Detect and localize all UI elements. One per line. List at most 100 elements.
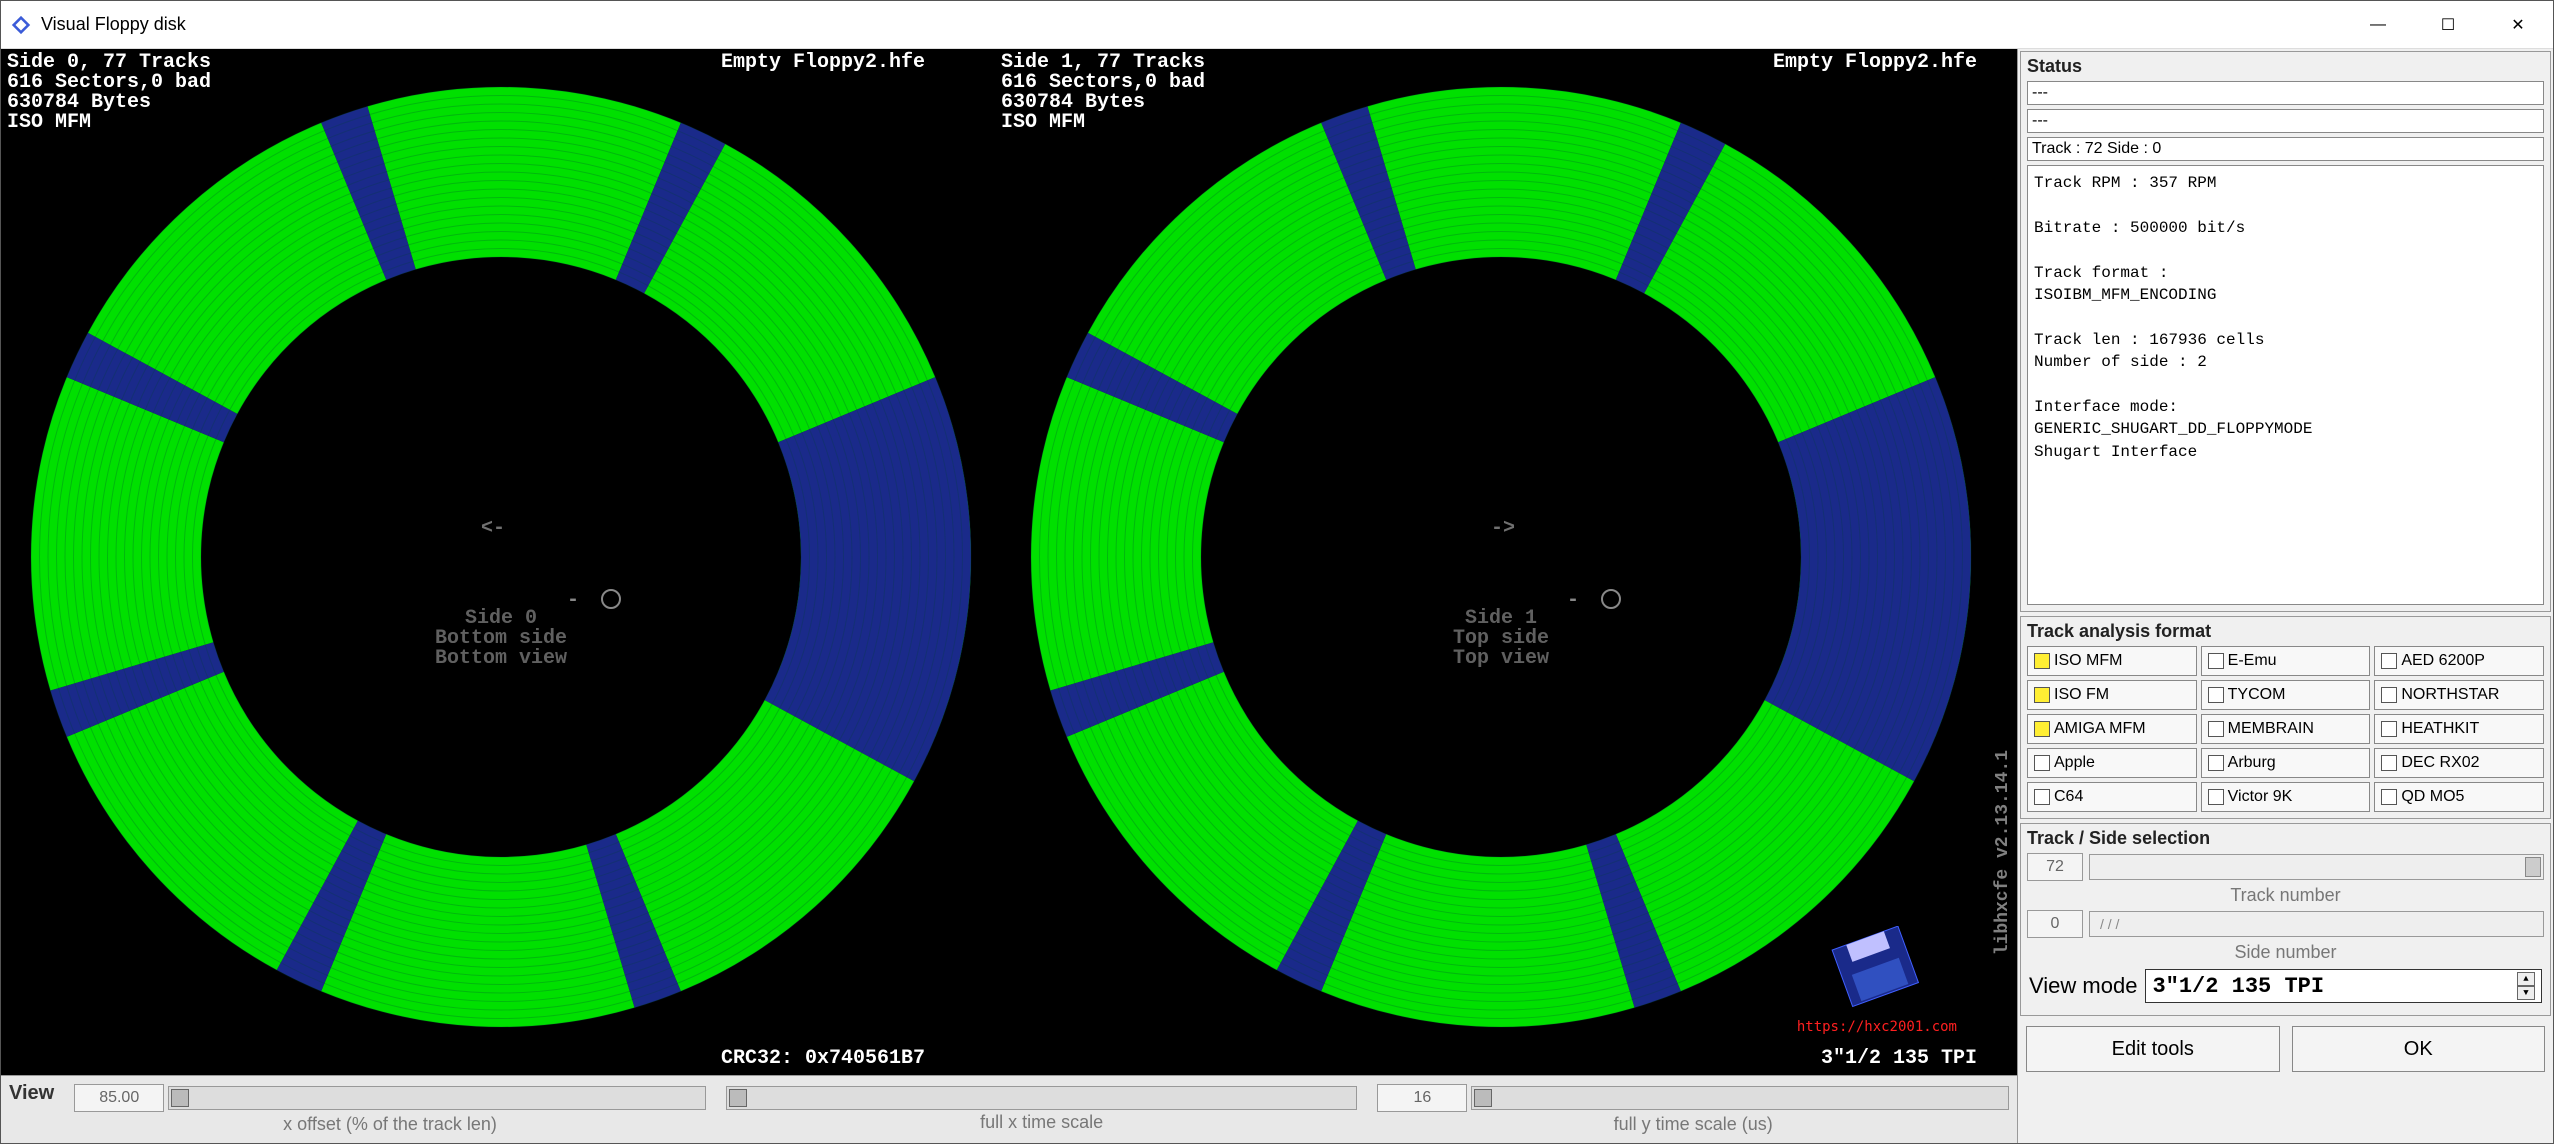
xoffset-caption: x offset (% of the track len)	[283, 1114, 497, 1135]
minimize-button[interactable]: —	[2343, 1, 2413, 49]
format-toggle-arburg[interactable]: Arburg	[2201, 748, 2371, 778]
status-track-side: Track : 72 Side : 0	[2027, 137, 2544, 161]
view-bar: View 85.00 x offset (% of the track len)…	[1, 1075, 2017, 1143]
format-label: C64	[2054, 788, 2083, 806]
track-side-title: Track / Side selection	[2027, 828, 2544, 849]
format-label: TYCOM	[2228, 686, 2286, 704]
format-label: Apple	[2054, 754, 2095, 772]
format-toggle-tycom[interactable]: TYCOM	[2201, 680, 2371, 710]
checkbox-icon	[2034, 789, 2050, 805]
format-toggle-aed-6200p[interactable]: AED 6200P	[2374, 646, 2544, 676]
format-toggle-northstar[interactable]: NORTHSTAR	[2374, 680, 2544, 710]
format-title: Track analysis format	[2027, 621, 2544, 642]
view-mode-spinner[interactable]: ▲▼	[2517, 972, 2535, 1000]
side-number-slider[interactable]: / / /	[2089, 911, 2544, 937]
status-line1: ---	[2027, 81, 2544, 105]
view-label: View	[9, 1080, 54, 1105]
checkbox-icon	[2034, 721, 2050, 737]
checkbox-icon	[2034, 687, 2050, 703]
button-row: Edit tools OK	[2018, 1018, 2553, 1080]
xscale-slider[interactable]	[726, 1086, 1358, 1110]
format-toggle-c64[interactable]: C64	[2027, 782, 2197, 812]
format-toggle-iso-mfm[interactable]: ISO MFM	[2027, 646, 2197, 676]
format-toggle-membrain[interactable]: MEMBRAIN	[2201, 714, 2371, 744]
view-mode-select[interactable]: 3"1/2 135 TPI ▲▼	[2145, 969, 2542, 1003]
side0-index-hole	[601, 589, 621, 609]
window-controls: — ☐ ✕	[2343, 1, 2553, 49]
side1-arrow: ->	[1491, 519, 1515, 539]
format-label: AED 6200P	[2401, 652, 2485, 670]
format-label: AMIGA MFM	[2054, 720, 2146, 738]
side0-arrow: <-	[481, 519, 505, 539]
titlebar: Visual Floppy disk — ☐ ✕	[1, 1, 2553, 49]
status-group: Status --- --- Track : 72 Side : 0 Track…	[2020, 51, 2551, 612]
media-label: 3"1/2 135 TPI	[1821, 1049, 1977, 1069]
view-mode-label: View mode	[2029, 973, 2137, 999]
viz-column: Side 0, 77 Tracks 616 Sectors,0 bad 6307…	[1, 49, 2017, 1143]
format-label: HEATHKIT	[2401, 720, 2479, 738]
checkbox-icon	[2381, 721, 2397, 737]
format-label: NORTHSTAR	[2401, 686, 2499, 704]
format-toggle-e-emu[interactable]: E-Emu	[2201, 646, 2371, 676]
side-panel: Status --- --- Track : 72 Side : 0 Track…	[2017, 49, 2553, 1143]
format-group: Track analysis format ISO MFM E-Emu AED 62…	[2020, 616, 2551, 819]
track-side-group: Track / Side selection 72 Track number 0…	[2020, 823, 2551, 1016]
maximize-button[interactable]: ☐	[2413, 1, 2483, 49]
checkbox-icon	[2208, 687, 2224, 703]
hxc-logo: https://hxc2001.com	[1797, 926, 1957, 1035]
format-toggle-apple[interactable]: Apple	[2027, 748, 2197, 778]
xoffset-group: 85.00 x offset (% of the track len)	[74, 1084, 706, 1135]
format-label: Victor 9K	[2228, 788, 2293, 806]
app-window: Visual Floppy disk — ☐ ✕ Side 0, 77 Trac…	[0, 0, 2554, 1144]
side1-center-label: Side 1 Top side Top view	[1453, 609, 1549, 669]
checkbox-icon	[2208, 789, 2224, 805]
format-label: ISO MFM	[2054, 652, 2122, 670]
checkbox-icon	[2208, 755, 2224, 771]
format-label: E-Emu	[2228, 652, 2277, 670]
close-button[interactable]: ✕	[2483, 1, 2553, 49]
format-toggle-qd-mo5[interactable]: QD MO5	[2374, 782, 2544, 812]
disk-side0	[11, 67, 991, 1047]
xoffset-slider[interactable]	[168, 1086, 706, 1110]
format-label: QD MO5	[2401, 788, 2464, 806]
side0-center-label: Side 0 Bottom side Bottom view	[435, 609, 567, 669]
track-number-slider[interactable]	[2089, 854, 2544, 880]
format-toggle-victor-9k[interactable]: Victor 9K	[2201, 782, 2371, 812]
checkbox-icon	[2381, 789, 2397, 805]
lib-version: libhxcfe v2.13.14.1	[1993, 750, 2013, 955]
track-number-value[interactable]: 72	[2027, 853, 2083, 881]
checkbox-icon	[2034, 755, 2050, 771]
format-toggle-heathkit[interactable]: HEATHKIT	[2374, 714, 2544, 744]
crc-label: CRC32: 0x740561B7	[721, 1049, 925, 1069]
format-label: ISO FM	[2054, 686, 2109, 704]
track-number-caption: Track number	[2027, 885, 2544, 906]
side-number-value[interactable]: 0	[2027, 910, 2083, 938]
content: Side 0, 77 Tracks 616 Sectors,0 bad 6307…	[1, 49, 2553, 1143]
edit-tools-button[interactable]: Edit tools	[2026, 1026, 2280, 1072]
checkbox-icon	[2381, 687, 2397, 703]
format-toggle-dec-rx02[interactable]: DEC RX02	[2374, 748, 2544, 778]
view-mode-value: 3"1/2 135 TPI	[2152, 974, 2324, 999]
format-label: Arburg	[2228, 754, 2276, 772]
disk-visualization[interactable]: Side 0, 77 Tracks 616 Sectors,0 bad 6307…	[1, 49, 2017, 1075]
status-line2: ---	[2027, 109, 2544, 133]
checkbox-icon	[2208, 653, 2224, 669]
format-toggle-iso-fm[interactable]: ISO FM	[2027, 680, 2197, 710]
checkbox-icon	[2034, 653, 2050, 669]
status-block: Track RPM : 357 RPM Bitrate : 500000 bit…	[2027, 165, 2544, 605]
xscale-caption: full x time scale	[980, 1112, 1103, 1133]
yscale-value[interactable]: 16	[1377, 1084, 1467, 1112]
yscale-caption: full y time scale (us)	[1614, 1114, 1773, 1135]
xoffset-value[interactable]: 85.00	[74, 1084, 164, 1112]
ok-button[interactable]: OK	[2292, 1026, 2546, 1072]
xscale-group: full x time scale	[726, 1086, 1358, 1133]
status-title: Status	[2027, 56, 2544, 77]
format-label: DEC RX02	[2401, 754, 2479, 772]
format-toggle-amiga-mfm[interactable]: AMIGA MFM	[2027, 714, 2197, 744]
checkbox-icon	[2381, 653, 2397, 669]
app-icon	[9, 13, 33, 37]
yscale-slider[interactable]	[1471, 1086, 2009, 1110]
format-label: MEMBRAIN	[2228, 720, 2314, 738]
side-number-caption: Side number	[2027, 942, 2544, 963]
format-grid: ISO MFM E-Emu AED 6200P ISO FM TYCOM NORTHSTA…	[2027, 646, 2544, 812]
